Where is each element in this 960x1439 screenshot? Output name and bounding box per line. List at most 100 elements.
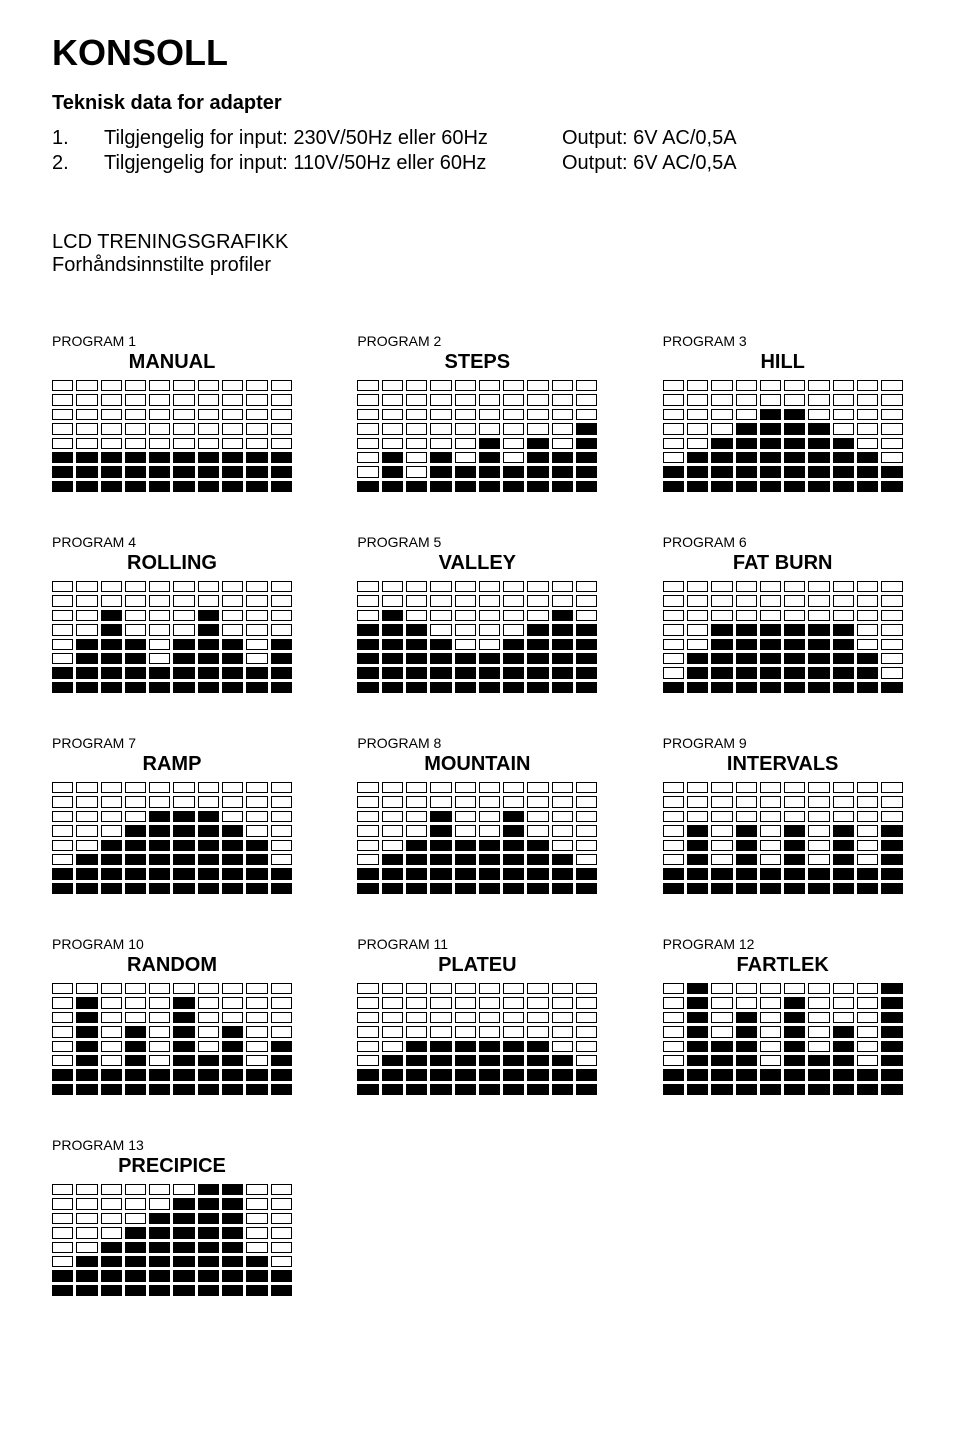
lcd-segment — [808, 438, 829, 449]
lcd-segment — [406, 409, 427, 420]
lcd-segment — [527, 639, 548, 650]
lcd-segment — [357, 1041, 378, 1052]
program-card: PROGRAM 10RANDOM — [52, 936, 292, 1095]
lcd-segment — [52, 624, 73, 635]
lcd-segment — [271, 1256, 292, 1267]
lcd-segment — [503, 796, 524, 807]
lcd-segment — [784, 610, 805, 621]
lcd-segment — [663, 624, 684, 635]
lcd-segment — [357, 610, 378, 621]
lcd-segment — [760, 840, 781, 851]
lcd-segment — [687, 1026, 708, 1037]
lcd-segment — [198, 840, 219, 851]
lcd-segment — [271, 667, 292, 678]
lcd-segment — [52, 423, 73, 434]
lcd-segment — [357, 825, 378, 836]
lcd-segment — [552, 782, 573, 793]
lcd-segment — [479, 983, 500, 994]
lcd-segment — [833, 840, 854, 851]
lcd-segment — [833, 438, 854, 449]
lcd-segment — [125, 1055, 146, 1066]
lcd-segment — [455, 452, 476, 463]
lcd-segment — [406, 1069, 427, 1080]
lcd-segment — [222, 1242, 243, 1253]
lcd-segment — [760, 438, 781, 449]
lcd-segment — [382, 595, 403, 606]
lcd-segment — [663, 394, 684, 405]
lcd-segment — [833, 811, 854, 822]
lcd-segment — [760, 394, 781, 405]
lcd-segment — [198, 667, 219, 678]
lcd-segment — [173, 624, 194, 635]
lcd-segment — [857, 1084, 878, 1095]
lcd-segment — [271, 653, 292, 664]
lcd-segment — [663, 883, 684, 894]
lcd-segment — [687, 796, 708, 807]
lcd-segment — [198, 825, 219, 836]
lcd-segment — [101, 1069, 122, 1080]
lcd-segment — [687, 380, 708, 391]
lcd-segment — [503, 452, 524, 463]
lcd-segment — [406, 394, 427, 405]
lcd-segment — [173, 796, 194, 807]
lcd-segment — [736, 811, 757, 822]
lcd-segment — [808, 997, 829, 1008]
lcd-segment — [149, 394, 170, 405]
lcd-segment — [76, 639, 97, 650]
program-card: PROGRAM 4ROLLING — [52, 534, 292, 693]
lcd-segment — [101, 667, 122, 678]
lcd-segment — [198, 481, 219, 492]
lcd-segment — [760, 682, 781, 693]
lcd-segment — [52, 653, 73, 664]
lcd-segment — [406, 868, 427, 879]
lcd-segment — [246, 595, 267, 606]
lcd-segment — [576, 854, 597, 865]
lcd-segment — [430, 1041, 451, 1052]
lcd-segment — [527, 667, 548, 678]
lcd-segment — [760, 423, 781, 434]
lcd-segment — [663, 409, 684, 420]
lcd-segment — [455, 796, 476, 807]
lcd-segment — [881, 796, 902, 807]
lcd-segment — [455, 394, 476, 405]
lcd-segment — [663, 983, 684, 994]
lcd-segment — [784, 1084, 805, 1095]
lcd-segment — [784, 423, 805, 434]
lcd-segment — [198, 983, 219, 994]
lcd-segment — [857, 624, 878, 635]
lcd-segment — [479, 481, 500, 492]
lcd-segment — [246, 782, 267, 793]
lcd-segment — [503, 624, 524, 635]
lcd-segment — [149, 1270, 170, 1281]
lcd-section-subtitle: Forhåndsinnstilte profiler — [52, 254, 908, 277]
lcd-segment — [663, 868, 684, 879]
lcd-segment — [552, 682, 573, 693]
lcd-segment — [357, 639, 378, 650]
lcd-segment — [76, 811, 97, 822]
lcd-segment — [149, 997, 170, 1008]
lcd-segment — [711, 868, 732, 879]
lcd-segment — [222, 394, 243, 405]
lcd-segment — [198, 423, 219, 434]
lcd-segment — [271, 1213, 292, 1224]
lcd-segment — [101, 423, 122, 434]
lcd-segment — [76, 1227, 97, 1238]
lcd-segment — [711, 481, 732, 492]
lcd-segment — [222, 1012, 243, 1023]
lcd-segment — [736, 438, 757, 449]
lcd-segment — [881, 639, 902, 650]
lcd-segment — [808, 1084, 829, 1095]
lcd-segment — [455, 1041, 476, 1052]
program-number: PROGRAM 12 — [663, 936, 903, 952]
lcd-segment — [406, 782, 427, 793]
lcd-segment — [663, 423, 684, 434]
lcd-segment — [76, 667, 97, 678]
lcd-segment — [52, 481, 73, 492]
lcd-segment — [881, 983, 902, 994]
lcd-segment — [479, 1069, 500, 1080]
lcd-segment — [271, 840, 292, 851]
lcd-segment — [736, 653, 757, 664]
lcd-segment — [406, 825, 427, 836]
lcd-segment — [52, 1213, 73, 1224]
lcd-segment — [101, 1270, 122, 1281]
